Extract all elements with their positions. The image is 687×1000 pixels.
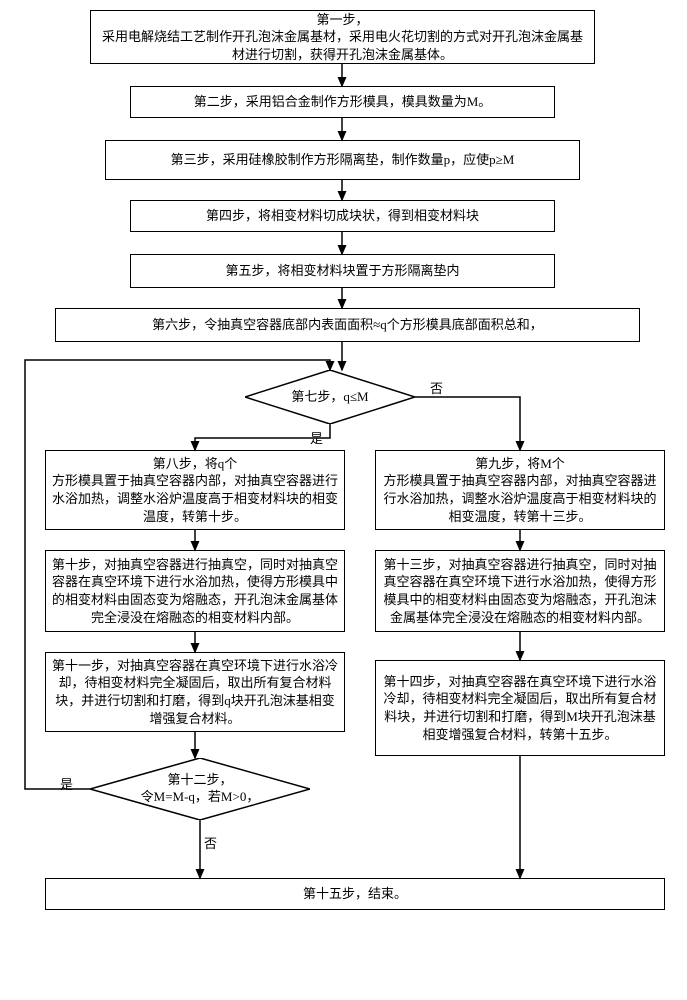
step-1-text: 第一步，采用电解烧结工艺制作开孔泡沫金属基材，采用电火花切割的方式对开孔泡沫金属…	[97, 11, 588, 64]
step-5-text: 第五步，将相变材料块置于方形隔离垫内	[225, 262, 459, 280]
step-10-text: 第十步，对抽真空容器进行抽真空，同时对抽真空容器在真空环境下进行水浴加热，使得方…	[52, 556, 338, 626]
step-3: 第三步，采用硅橡胶制作方形隔离垫，制作数量p，应使p≥M	[105, 140, 580, 180]
step-9: 第九步，将M个方形模具置于抽真空容器内部，对抽真空容器进行水浴加热，调整水浴炉温…	[375, 450, 665, 530]
step-2-text: 第二步，采用铝合金制作方形模具，模具数量为M。	[194, 93, 492, 111]
step-12-decision: 第十二步，令M=M-q，若M>0，	[90, 758, 310, 820]
step-3-text: 第三步，采用硅橡胶制作方形隔离垫，制作数量p，应使p≥M	[171, 151, 515, 169]
step-5: 第五步，将相变材料块置于方形隔离垫内	[130, 254, 555, 288]
edge-label-yes-1: 是	[310, 428, 323, 447]
step-15-text: 第十五步，结束。	[303, 885, 407, 903]
step-6: 第六步，令抽真空容器底部内表面面积≈q个方形模具底部面积总和，	[55, 308, 640, 342]
edge-s7-s9	[415, 397, 520, 450]
step-15: 第十五步，结束。	[45, 878, 665, 910]
edge-label-yes-2: 是	[60, 774, 73, 793]
step-7-decision: 第七步，q≤M	[245, 370, 415, 424]
step-4-text: 第四步，将相变材料切成块状，得到相变材料块	[206, 207, 479, 225]
step-7-text: 第七步，q≤M	[291, 389, 368, 406]
step-8-text: 第八步，将q个方形模具置于抽真空容器内部，对抽真空容器进行水浴加热，调整水浴炉温…	[52, 455, 338, 525]
step-14: 第十四步，对抽真空容器在真空环境下进行水浴冷却，待相变材料完全凝固后，取出所有复…	[375, 660, 665, 756]
step-12-text: 第十二步，令M=M-q，若M>0，	[141, 772, 260, 806]
step-4: 第四步，将相变材料切成块状，得到相变材料块	[130, 200, 555, 232]
edge-label-no-1: 否	[430, 378, 443, 397]
step-9-text: 第九步，将M个方形模具置于抽真空容器内部，对抽真空容器进行水浴加热，调整水浴炉温…	[382, 455, 658, 525]
step-13-text: 第十三步，对抽真空容器进行抽真空，同时对抽真空容器在真空环境下进行水浴加热，使得…	[382, 556, 658, 626]
step-11: 第十一步，对抽真空容器在真空环境下进行水浴冷却，待相变材料完全凝固后，取出所有复…	[45, 652, 345, 732]
step-1: 第一步，采用电解烧结工艺制作开孔泡沫金属基材，采用电火花切割的方式对开孔泡沫金属…	[90, 10, 595, 64]
step-13: 第十三步，对抽真空容器进行抽真空，同时对抽真空容器在真空环境下进行水浴加热，使得…	[375, 550, 665, 632]
edge-label-no-2: 否	[204, 833, 217, 852]
step-10: 第十步，对抽真空容器进行抽真空，同时对抽真空容器在真空环境下进行水浴加热，使得方…	[45, 550, 345, 632]
step-6-text: 第六步，令抽真空容器底部内表面面积≈q个方形模具底部面积总和，	[152, 316, 543, 334]
step-14-text: 第十四步，对抽真空容器在真空环境下进行水浴冷却，待相变材料完全凝固后，取出所有复…	[382, 673, 658, 743]
step-11-text: 第十一步，对抽真空容器在真空环境下进行水浴冷却，待相变材料完全凝固后，取出所有复…	[52, 657, 338, 727]
step-2: 第二步，采用铝合金制作方形模具，模具数量为M。	[130, 86, 555, 118]
step-8: 第八步，将q个方形模具置于抽真空容器内部，对抽真空容器进行水浴加热，调整水浴炉温…	[45, 450, 345, 530]
